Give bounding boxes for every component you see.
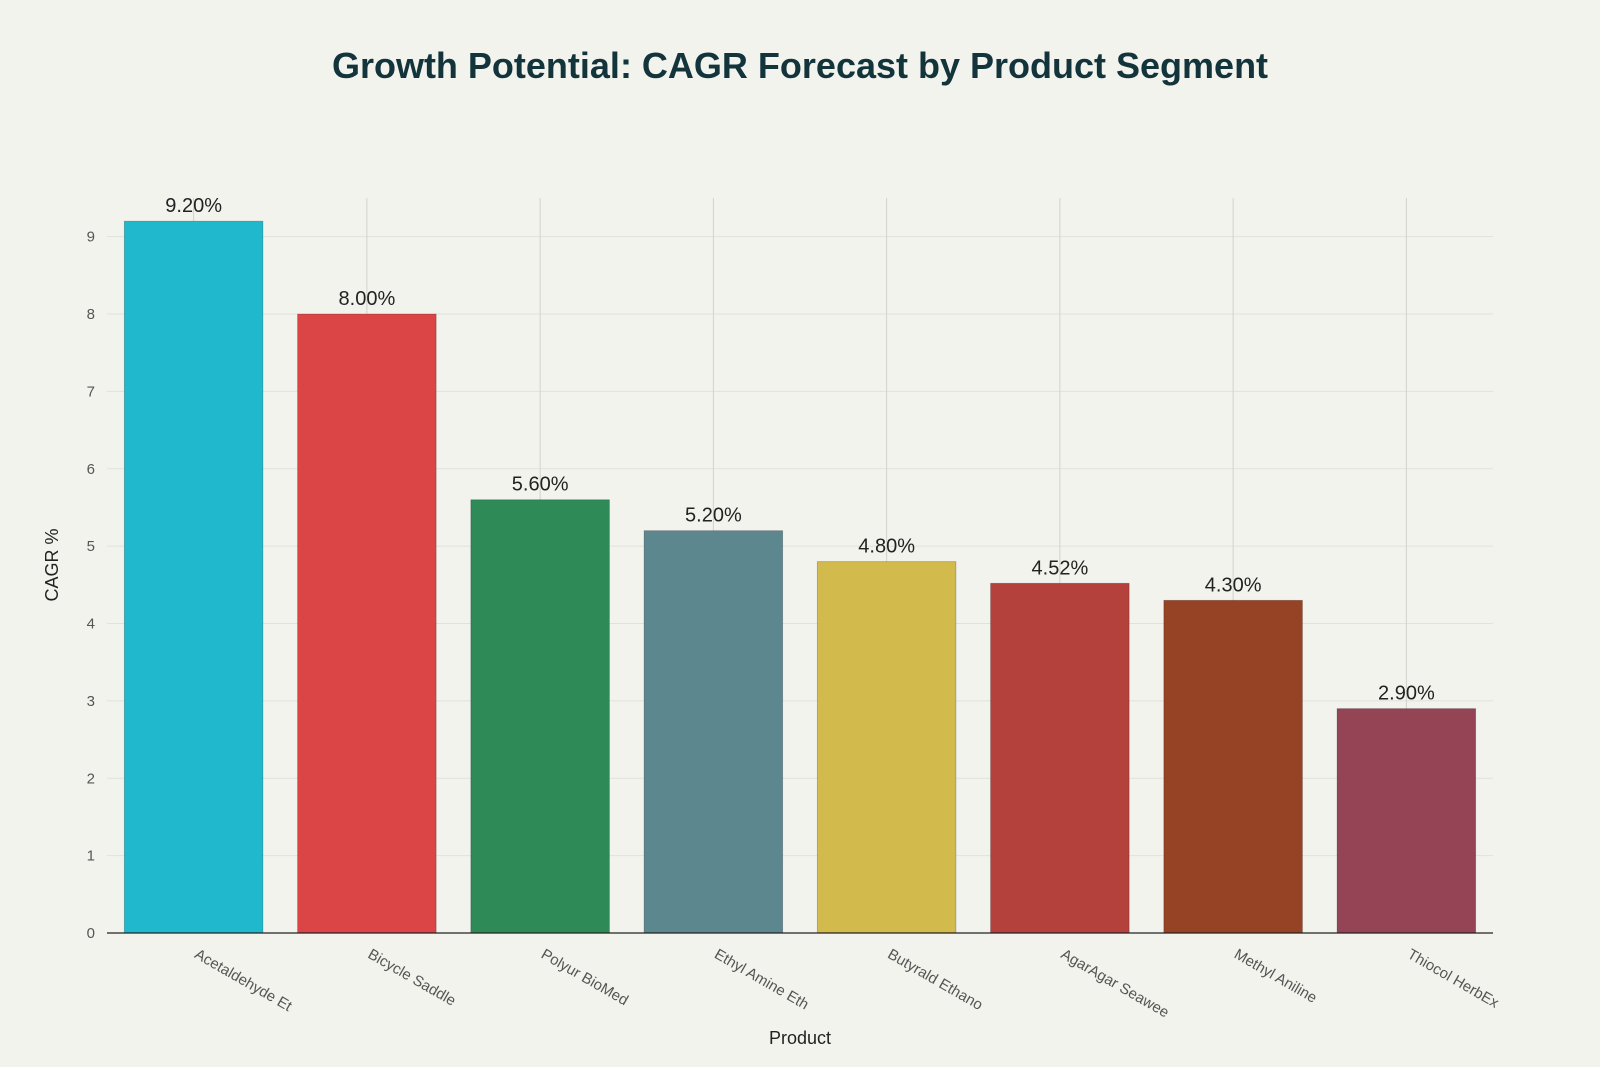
bar[interactable] [470, 499, 610, 934]
bar[interactable] [990, 582, 1130, 934]
bar-value-label: 4.30% [1205, 574, 1262, 596]
bar-value-label: 4.80% [858, 536, 915, 558]
x-axis-title: Product [769, 1028, 831, 1048]
x-tick-label: Polyur BioMed [538, 946, 631, 1009]
y-axis-ticks: 0 1 2 3 4 5 6 7 8 9 [87, 229, 95, 942]
y-tick-label: 8 [87, 306, 95, 323]
x-tick-label: Ethyl Amine Eth [711, 946, 811, 1014]
bar[interactable] [816, 561, 957, 934]
x-axis-ticks: Acetaldehyde Et Bicycle Saddle Polyur BioM… [192, 946, 1502, 1022]
bar[interactable] [1163, 599, 1303, 934]
x-tick-label: Bicycle Saddle [365, 946, 459, 1010]
x-tick-label: Thiocol HerbEx [1404, 946, 1502, 1012]
x-tick-label: Methyl Aniline [1231, 946, 1320, 1007]
y-tick-label: 4 [87, 616, 95, 633]
y-tick-label: 7 [87, 383, 95, 400]
y-tick-label: 2 [87, 770, 95, 787]
chart-title: Growth Potential: CAGR Forecast by Produ… [332, 45, 1268, 86]
bar-value-label: 5.20% [685, 505, 742, 527]
bar[interactable] [643, 530, 784, 934]
bar-value-label: 2.90% [1378, 683, 1435, 705]
bars [123, 220, 1477, 934]
y-tick-label: 0 [87, 925, 95, 942]
bar[interactable] [123, 220, 264, 934]
y-tick-label: 3 [87, 693, 95, 710]
x-tick-label: Butyrald Ethano [885, 946, 986, 1014]
x-tick-label: AgarAgar Seawee [1058, 946, 1172, 1022]
bar-value-label: 4.52% [1032, 557, 1089, 579]
bar-value-label: 8.00% [339, 288, 396, 310]
bar[interactable] [297, 313, 437, 934]
y-axis-title: CAGR % [42, 528, 62, 601]
x-tick-label: Acetaldehyde Et [192, 946, 296, 1016]
bar-value-label: 9.20% [165, 195, 222, 217]
bar[interactable] [1336, 708, 1477, 934]
y-tick-label: 6 [87, 461, 95, 478]
bar-value-label: 5.60% [512, 474, 569, 496]
y-tick-label: 1 [87, 848, 95, 865]
data-labels: 9.20% 8.00% 5.60% 5.20% 4.80% 4.52% 4.30% 2.90% [165, 195, 1435, 704]
y-tick-label: 5 [87, 538, 95, 555]
y-tick-label: 9 [87, 229, 95, 246]
